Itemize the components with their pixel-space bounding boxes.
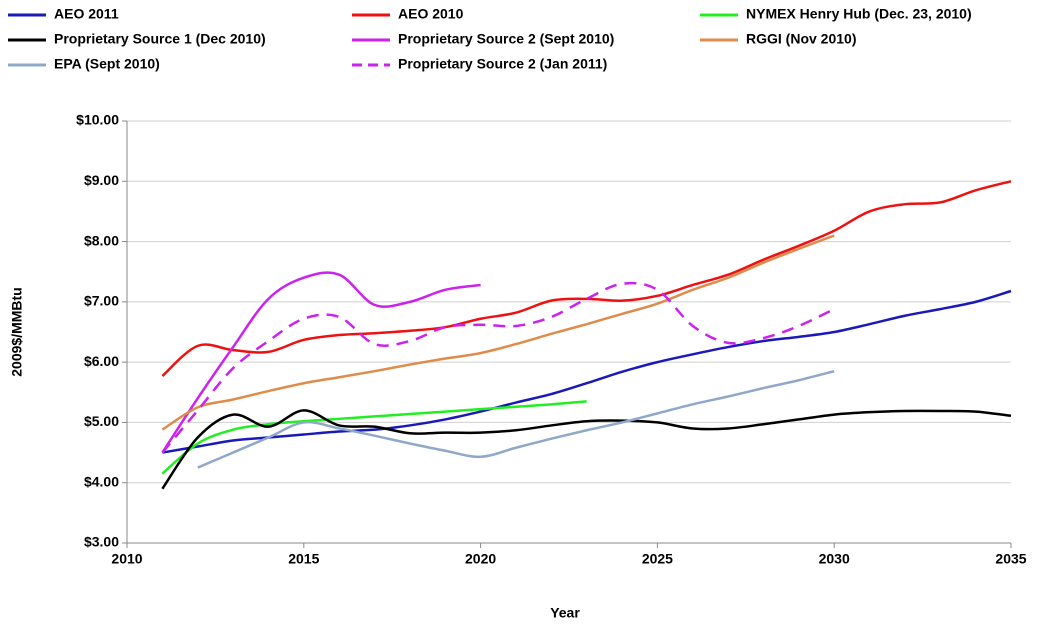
y-tick-label: $3.00 [84, 534, 119, 550]
y-axis-title: 2009$/MMBtu [9, 287, 25, 376]
x-tick-label: 2015 [288, 551, 319, 567]
legend-label: RGGI (Nov 2010) [746, 31, 856, 47]
legend-label: AEO 2011 [54, 6, 119, 22]
legend-label: NYMEX Henry Hub (Dec. 23, 2010) [746, 6, 972, 22]
series-line [161, 409, 1012, 490]
x-tick-label: 2010 [111, 551, 142, 567]
series-line [161, 234, 835, 431]
series-line [161, 400, 587, 475]
y-tick-label: $8.00 [84, 232, 119, 248]
series-line [161, 281, 835, 454]
x-tick-label: 2025 [642, 551, 673, 567]
legend-label: Proprietary Source 2 (Sept 2010) [398, 31, 614, 47]
y-tick-label: $5.00 [84, 413, 119, 429]
y-tick-label: $4.00 [84, 473, 119, 489]
series-line [162, 289, 1012, 454]
y-tick-label: $10.00 [76, 112, 119, 128]
series-line [197, 369, 835, 469]
legend-label: EPA (Sept 2010) [54, 56, 160, 72]
series-line [161, 271, 481, 454]
y-tick-label: $9.00 [84, 172, 119, 188]
y-tick-label: $7.00 [84, 293, 119, 309]
legend-label: AEO 2010 [398, 6, 464, 22]
legend-label: Proprietary Source 1 (Dec 2010) [54, 31, 266, 47]
x-tick-label: 2035 [995, 551, 1026, 567]
series-line [161, 180, 1012, 377]
x-tick-label: 2020 [465, 551, 496, 567]
y-tick-label: $6.00 [84, 353, 119, 369]
x-tick-label: 2030 [819, 551, 850, 567]
x-axis-title: Year [550, 605, 580, 621]
legend-label: Proprietary Source 2 (Jan 2011) [398, 56, 607, 72]
